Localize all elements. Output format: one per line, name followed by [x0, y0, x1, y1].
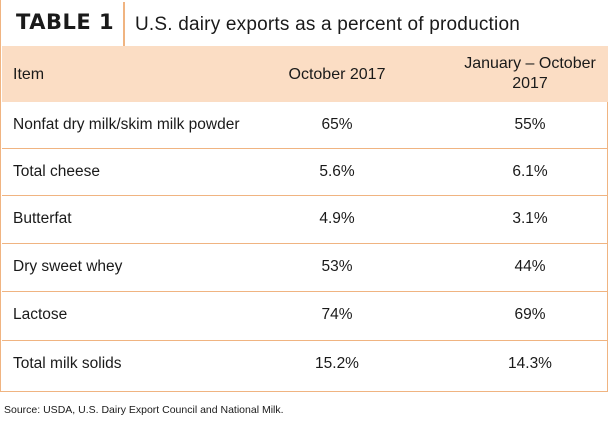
table-header-row: Item October 2017 January – October 2017: [2, 46, 608, 102]
row-item: Dry sweet whey: [13, 258, 123, 275]
row-divider: [2, 148, 608, 149]
row-item: Total milk solids: [13, 355, 122, 372]
row-item: Total cheese: [13, 163, 101, 180]
column-header-october-2017: October 2017: [288, 66, 386, 83]
table-row: Total cheese 5.6% 6.1%: [2, 149, 608, 195]
title-divider: [123, 2, 125, 46]
row-jan-oct-2017: 14.3%: [508, 355, 552, 372]
column-header-jan-oct-2017: January – October 2017: [464, 55, 596, 92]
row-divider: [2, 195, 608, 196]
row-jan-oct-2017: 6.1%: [512, 163, 548, 180]
row-divider: [2, 291, 608, 292]
row-item: Lactose: [13, 306, 68, 323]
row-jan-oct-2017: 44%: [514, 258, 546, 275]
row-october-2017: 74%: [321, 306, 353, 323]
row-divider: [2, 340, 608, 341]
row-october-2017: 5.6%: [319, 163, 355, 180]
row-october-2017: 4.9%: [319, 210, 355, 227]
row-october-2017: 65%: [321, 116, 353, 133]
table-row: Butterfat 4.9% 3.1%: [2, 196, 608, 242]
row-item: Butterfat: [13, 210, 72, 227]
table-row: Dry sweet whey 53% 44%: [2, 244, 608, 290]
row-jan-oct-2017: 69%: [514, 306, 546, 323]
table-row: Lactose 74% 69%: [2, 292, 608, 338]
table-row: Total milk solids 15.2% 14.3%: [2, 341, 608, 387]
row-item: Nonfat dry milk/skim milk powder: [13, 116, 240, 133]
table-title-bar: TABLE 1 U.S. dairy exports as a percent …: [1, 0, 609, 46]
table-row: Nonfat dry milk/skim milk powder 65% 55%: [2, 102, 608, 148]
row-jan-oct-2017: 55%: [514, 116, 546, 133]
table-title: U.S. dairy exports as a percent of produ…: [135, 14, 520, 35]
row-jan-oct-2017: 3.1%: [512, 210, 548, 227]
row-october-2017: 53%: [321, 258, 353, 275]
row-october-2017: 15.2%: [315, 355, 359, 372]
column-header-item: Item: [13, 66, 45, 83]
source-note: Source: USDA, U.S. Dairy Export Council …: [4, 404, 284, 416]
row-divider: [2, 243, 608, 244]
table-label: TABLE 1: [16, 10, 115, 34]
table-card: TABLE 1 U.S. dairy exports as a percent …: [0, 0, 609, 392]
